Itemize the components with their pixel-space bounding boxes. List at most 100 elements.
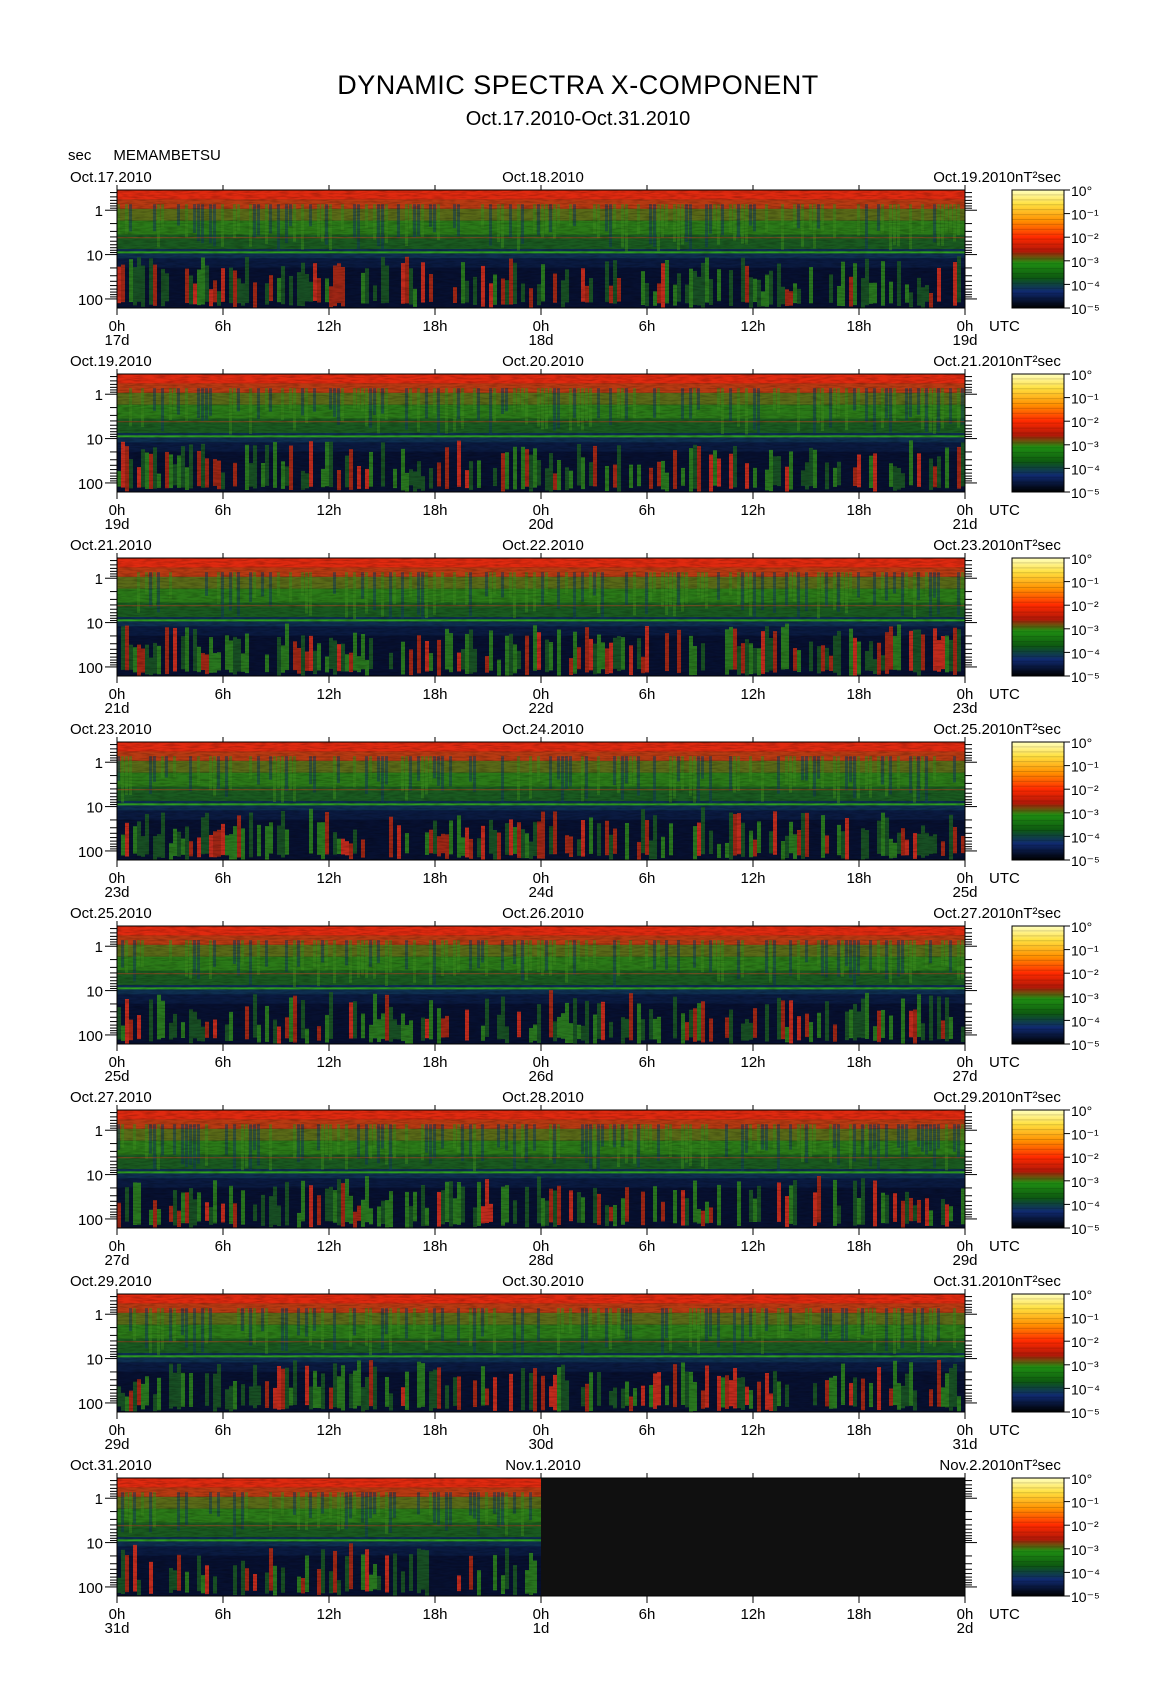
day-label-right: 25d: [952, 884, 977, 901]
panel-date-right: Oct.29.2010: [933, 1089, 1015, 1106]
x-tick-label: 0h: [533, 1422, 550, 1439]
colorbar-tick-label: 10⁻⁴: [1071, 645, 1100, 661]
colorbar-tick-label: 10⁻³: [1071, 806, 1099, 822]
x-tick-label: 18h: [422, 318, 447, 335]
y-tick-label: 100: [78, 1028, 103, 1045]
x-tick-label: 0h: [957, 870, 974, 887]
spectrum-texture: [117, 926, 965, 1044]
x-tick-label: 0h: [533, 1054, 550, 1071]
colorbar-frame: [1011, 189, 1065, 309]
colorbar-tick-label: 10⁻²: [1071, 1334, 1099, 1350]
day-label-right: 21d: [952, 516, 977, 533]
x-tick-label: 6h: [215, 686, 232, 703]
x-tick-label: 12h: [740, 870, 765, 887]
colorbar-tick-label: 10⁻²: [1071, 966, 1099, 982]
spectrum-texture: [117, 190, 965, 308]
x-tick-label: 6h: [639, 502, 656, 519]
colorbar-tick-label: 10⁻⁵: [1071, 1405, 1100, 1421]
spectra-panel: Oct.31.2010 Nov.1.2010 Nov.2.2010 nT²sec 1 10…: [70, 1457, 1100, 1637]
panel-date-right: Oct.27.2010: [933, 905, 1015, 922]
x-tick-label: 18h: [422, 1606, 447, 1623]
x-tick-label: 12h: [740, 1606, 765, 1623]
x-unit-label: UTC: [989, 502, 1020, 519]
panel-date-mid: Oct.26.2010: [502, 905, 584, 922]
day-label-right: 23d: [952, 700, 977, 717]
unit-label: sec: [68, 147, 92, 164]
day-label-left: 19d: [104, 516, 129, 533]
panel-date-right: Oct.31.2010: [933, 1273, 1015, 1290]
spectra-panel: Oct.29.2010 Oct.30.2010 Oct.31.2010 nT²sec 1…: [70, 1273, 1100, 1453]
y-tick-label: 10: [86, 1352, 103, 1369]
panel-date-left: Oct.17.2010: [70, 169, 152, 186]
day-label-right: 29d: [952, 1252, 977, 1269]
x-tick-label: 18h: [846, 1606, 871, 1623]
colorbar-tick-label: 10°: [1071, 919, 1092, 935]
day-label-left: 27d: [104, 1252, 129, 1269]
colorbar-tick-label: 10⁻⁴: [1071, 277, 1100, 293]
panel-date-mid: Oct.24.2010: [502, 721, 584, 738]
x-tick-label: 18h: [422, 686, 447, 703]
spectrum-texture: [117, 742, 965, 860]
x-tick-label: 18h: [846, 870, 871, 887]
colorbar-tick-label: 10⁻¹: [1071, 1495, 1099, 1511]
x-tick-label: 0h: [957, 1238, 974, 1255]
day-label-mid: 1d: [533, 1620, 550, 1637]
x-tick-label: 18h: [422, 1422, 447, 1439]
colorbar-tick-label: 10⁻¹: [1071, 943, 1099, 959]
panel-date-left: Oct.19.2010: [70, 353, 152, 370]
colorbar-tick-label: 10⁻⁵: [1071, 1221, 1100, 1237]
x-tick-label: 6h: [215, 1054, 232, 1071]
colorbar-tick-label: 10⁻³: [1071, 1542, 1099, 1558]
colorbar-tick-label: 10⁻⁴: [1071, 1013, 1100, 1029]
x-unit-label: UTC: [989, 686, 1020, 703]
x-tick-label: 0h: [533, 1238, 550, 1255]
panel-date-mid: Oct.18.2010: [502, 169, 584, 186]
x-tick-label: 0h: [957, 686, 974, 703]
colorbar: [1012, 558, 1064, 676]
colorbar-tick-label: 10⁻¹: [1071, 207, 1099, 223]
colorbar-tick-label: 10⁻¹: [1071, 1311, 1099, 1327]
colorbar-tick-label: 10⁻¹: [1071, 1127, 1099, 1143]
page-subtitle: Oct.17.2010-Oct.31.2010: [465, 108, 691, 130]
colorbar-tick-label: 10⁻²: [1071, 230, 1099, 246]
colorbar-tick-label: 10⁻⁵: [1071, 669, 1100, 685]
panel-date-mid: Nov.1.2010: [505, 1457, 581, 1474]
day-label-mid: 24d: [528, 884, 553, 901]
colorbar-frame: [1011, 373, 1065, 493]
day-label-right: 19d: [952, 332, 977, 349]
page-title: DYNAMIC SPECTRA X-COMPONENT: [337, 70, 819, 100]
x-tick-label: 18h: [846, 1238, 871, 1255]
station-name: MEMAMBETSU: [113, 147, 221, 164]
spectra-panel: Oct.17.2010 Oct.18.2010 Oct.19.2010 nT²sec 1…: [70, 169, 1100, 349]
x-tick-label: 12h: [316, 686, 341, 703]
colorbar-tick-label: 10⁻²: [1071, 1518, 1099, 1534]
x-tick-label: 0h: [109, 1606, 126, 1623]
colorbar-tick-label: 10⁻¹: [1071, 759, 1099, 775]
colorbar: [1012, 374, 1064, 492]
colorbar-tick-label: 10⁻⁴: [1071, 1381, 1100, 1397]
day-label-mid: 26d: [528, 1068, 553, 1085]
colorbar: [1012, 1110, 1064, 1228]
colorbar-unit: nT²sec: [1015, 169, 1061, 186]
colorbar-frame: [1011, 557, 1065, 677]
y-tick-label: 100: [78, 660, 103, 677]
x-tick-label: 0h: [109, 1238, 126, 1255]
x-tick-label: 0h: [533, 318, 550, 335]
x-tick-label: 12h: [740, 502, 765, 519]
spectra-panel: Oct.23.2010 Oct.24.2010 Oct.25.2010 nT²sec 1…: [70, 721, 1100, 901]
y-tick-label: 100: [78, 1580, 103, 1597]
x-tick-label: 6h: [639, 1422, 656, 1439]
x-tick-label: 0h: [533, 1606, 550, 1623]
colorbar-frame: [1011, 1477, 1065, 1597]
x-tick-label: 0h: [109, 1054, 126, 1071]
colorbar: [1012, 742, 1064, 860]
x-tick-label: 12h: [740, 1054, 765, 1071]
x-tick-label: 0h: [957, 502, 974, 519]
y-tick-label: 100: [78, 292, 103, 309]
panel-date-left: Oct.27.2010: [70, 1089, 152, 1106]
spectra-panel: Oct.21.2010 Oct.22.2010 Oct.23.2010 nT²sec 1…: [70, 537, 1100, 717]
x-tick-label: 0h: [533, 870, 550, 887]
day-label-left: 25d: [104, 1068, 129, 1085]
y-tick-label: 1: [95, 203, 103, 220]
panel-date-mid: Oct.30.2010: [502, 1273, 584, 1290]
